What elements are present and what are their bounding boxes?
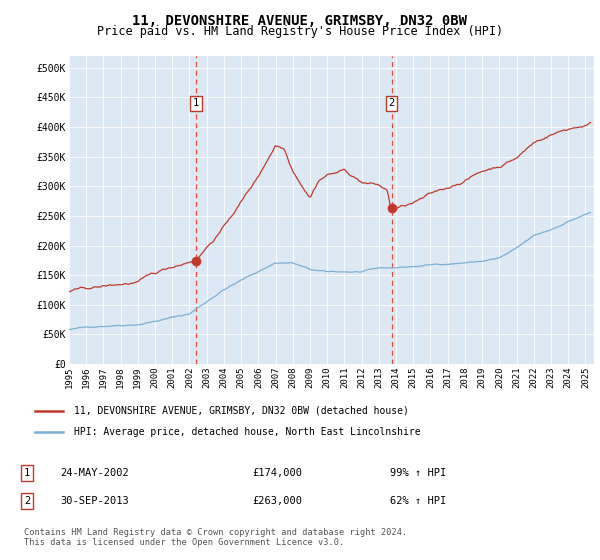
Text: 30-SEP-2013: 30-SEP-2013 <box>60 496 129 506</box>
Text: HPI: Average price, detached house, North East Lincolnshire: HPI: Average price, detached house, Nort… <box>74 427 421 437</box>
Text: £174,000: £174,000 <box>252 468 302 478</box>
Text: 1: 1 <box>24 468 30 478</box>
Text: 24-MAY-2002: 24-MAY-2002 <box>60 468 129 478</box>
Text: 11, DEVONSHIRE AVENUE, GRIMSBY, DN32 0BW: 11, DEVONSHIRE AVENUE, GRIMSBY, DN32 0BW <box>133 14 467 28</box>
Text: 2: 2 <box>24 496 30 506</box>
Text: 11, DEVONSHIRE AVENUE, GRIMSBY, DN32 0BW (detached house): 11, DEVONSHIRE AVENUE, GRIMSBY, DN32 0BW… <box>74 406 409 416</box>
Text: 62% ↑ HPI: 62% ↑ HPI <box>390 496 446 506</box>
Text: 1: 1 <box>193 99 199 109</box>
Text: 99% ↑ HPI: 99% ↑ HPI <box>390 468 446 478</box>
Text: Contains HM Land Registry data © Crown copyright and database right 2024.
This d: Contains HM Land Registry data © Crown c… <box>24 528 407 547</box>
Text: £263,000: £263,000 <box>252 496 302 506</box>
Text: 2: 2 <box>389 99 395 109</box>
Text: Price paid vs. HM Land Registry's House Price Index (HPI): Price paid vs. HM Land Registry's House … <box>97 25 503 38</box>
